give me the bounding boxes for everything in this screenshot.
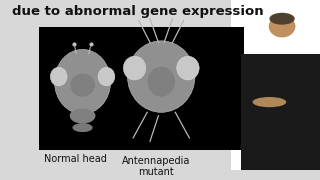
Ellipse shape [70,108,95,123]
Ellipse shape [147,66,175,97]
Ellipse shape [252,97,286,107]
Ellipse shape [128,41,195,112]
Ellipse shape [98,67,115,86]
Ellipse shape [269,15,295,37]
FancyBboxPatch shape [241,55,320,170]
Text: due to abnormal gene expression: due to abnormal gene expression [12,5,263,18]
Ellipse shape [177,56,199,80]
Ellipse shape [70,73,95,97]
Text: Antennapedia
mutant: Antennapedia mutant [121,156,190,177]
Ellipse shape [73,123,92,132]
Bar [39,27,236,150]
Ellipse shape [50,67,67,86]
Text: Normal head: Normal head [44,154,107,164]
Ellipse shape [123,56,146,80]
Ellipse shape [269,13,295,25]
Bar [231,27,244,150]
Bar [231,0,320,170]
Ellipse shape [54,49,111,114]
